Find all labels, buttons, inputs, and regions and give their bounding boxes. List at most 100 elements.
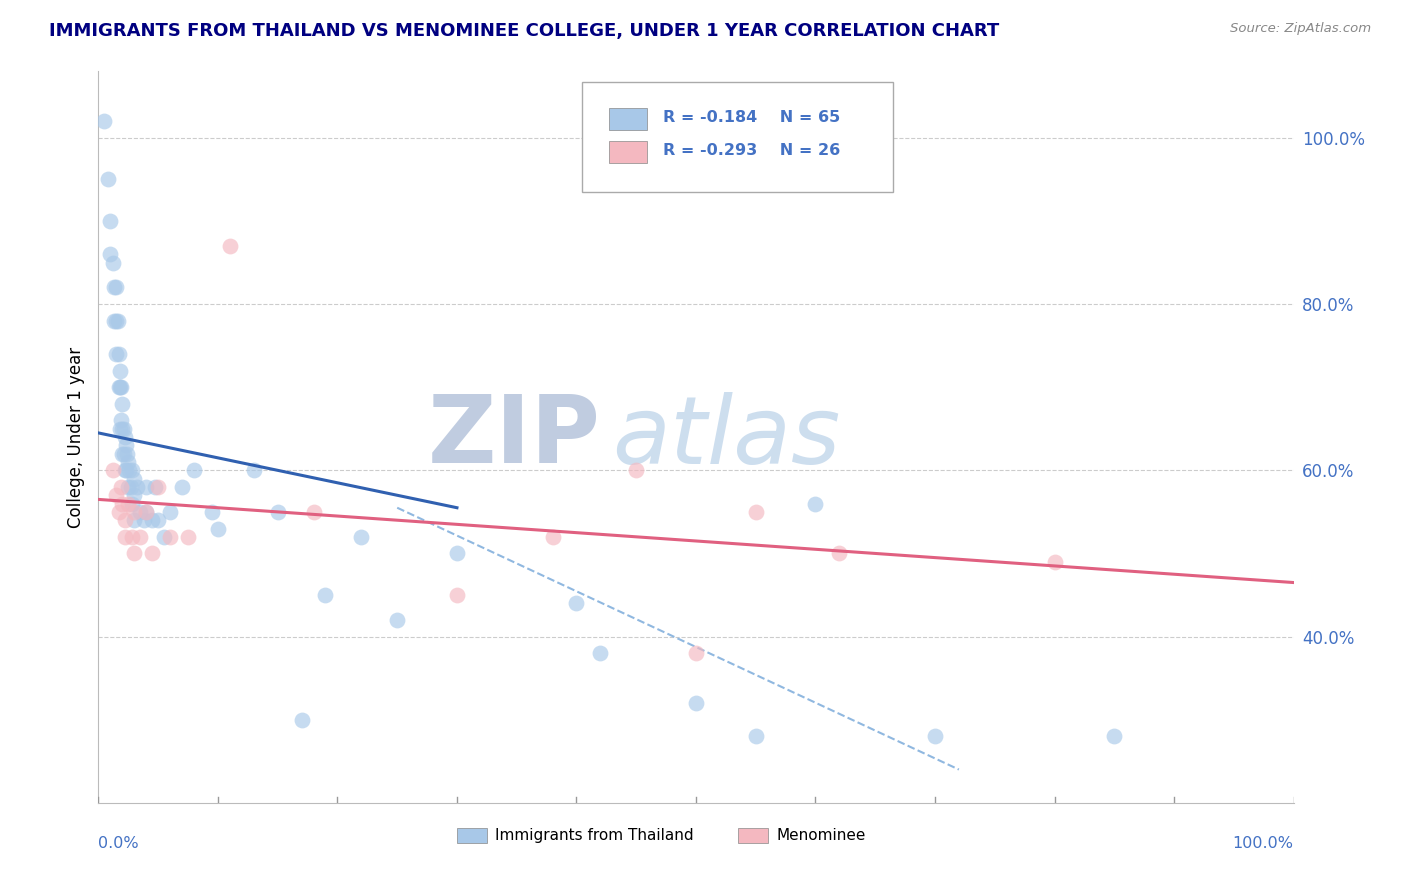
Point bbox=[114, 463, 136, 477]
Point bbox=[159, 505, 181, 519]
Point bbox=[124, 488, 146, 502]
Point bbox=[804, 497, 827, 511]
Point bbox=[132, 513, 155, 527]
Point bbox=[135, 480, 157, 494]
Point bbox=[924, 729, 946, 743]
Text: 100.0%: 100.0% bbox=[1233, 836, 1294, 851]
Point bbox=[302, 505, 325, 519]
Point bbox=[117, 455, 139, 469]
Point bbox=[117, 497, 139, 511]
Point bbox=[121, 463, 143, 477]
Point bbox=[107, 314, 129, 328]
Point bbox=[125, 480, 148, 494]
Point bbox=[98, 214, 122, 228]
Point bbox=[111, 497, 134, 511]
Point bbox=[114, 530, 136, 544]
Point bbox=[107, 380, 129, 394]
Text: Source: ZipAtlas.com: Source: ZipAtlas.com bbox=[1230, 22, 1371, 36]
Point bbox=[107, 505, 129, 519]
Point bbox=[207, 521, 229, 535]
Point bbox=[115, 463, 138, 477]
Point bbox=[111, 397, 134, 411]
Point bbox=[112, 447, 135, 461]
Point bbox=[159, 530, 181, 544]
Point bbox=[101, 255, 124, 269]
Point bbox=[107, 347, 129, 361]
Point bbox=[124, 505, 146, 519]
Point bbox=[1043, 555, 1066, 569]
Point bbox=[141, 546, 163, 560]
Point bbox=[108, 363, 131, 377]
Point bbox=[114, 513, 136, 527]
Point bbox=[267, 505, 290, 519]
Point bbox=[828, 546, 851, 560]
Point bbox=[201, 505, 224, 519]
Point bbox=[111, 422, 134, 436]
Point bbox=[446, 546, 468, 560]
Text: Menominee: Menominee bbox=[776, 828, 866, 843]
Point bbox=[183, 463, 205, 477]
Point bbox=[135, 505, 157, 519]
Point bbox=[105, 488, 128, 502]
Point bbox=[105, 314, 128, 328]
Point bbox=[565, 596, 588, 610]
Point bbox=[291, 713, 314, 727]
Point bbox=[101, 463, 124, 477]
Point bbox=[121, 530, 143, 544]
Point bbox=[110, 380, 132, 394]
Point bbox=[97, 172, 120, 186]
Text: R = -0.184    N = 65: R = -0.184 N = 65 bbox=[662, 110, 839, 125]
Point bbox=[129, 505, 152, 519]
Text: 0.0%: 0.0% bbox=[98, 836, 139, 851]
Point bbox=[350, 530, 373, 544]
Point bbox=[685, 646, 707, 660]
Point bbox=[541, 530, 564, 544]
Point bbox=[626, 463, 648, 477]
Point bbox=[153, 530, 176, 544]
Bar bbox=[457, 829, 486, 843]
Point bbox=[135, 505, 157, 519]
Text: ZIP: ZIP bbox=[427, 391, 600, 483]
Point bbox=[446, 588, 468, 602]
Point bbox=[141, 513, 163, 527]
Point bbox=[110, 480, 132, 494]
Point bbox=[124, 513, 146, 527]
Point bbox=[129, 530, 152, 544]
Bar bbox=[738, 829, 768, 843]
Point bbox=[148, 480, 170, 494]
Point bbox=[93, 114, 115, 128]
Point bbox=[105, 347, 128, 361]
Point bbox=[110, 413, 132, 427]
Point bbox=[117, 480, 139, 494]
Point bbox=[98, 247, 122, 261]
Point bbox=[745, 505, 768, 519]
Point bbox=[103, 280, 125, 294]
Point bbox=[115, 447, 138, 461]
Point bbox=[172, 480, 194, 494]
Point bbox=[685, 696, 707, 710]
Point bbox=[103, 314, 125, 328]
Text: R = -0.293    N = 26: R = -0.293 N = 26 bbox=[662, 143, 839, 158]
Point bbox=[111, 447, 134, 461]
Point bbox=[115, 438, 138, 452]
Point bbox=[745, 729, 768, 743]
Point bbox=[118, 463, 141, 477]
Point bbox=[315, 588, 337, 602]
Point bbox=[385, 613, 409, 627]
Point bbox=[108, 422, 131, 436]
Point bbox=[120, 480, 142, 494]
Point bbox=[108, 380, 131, 394]
Bar bbox=[609, 141, 647, 163]
Point bbox=[124, 546, 146, 560]
Point bbox=[148, 513, 170, 527]
Point bbox=[112, 422, 135, 436]
Point bbox=[177, 530, 200, 544]
Point bbox=[114, 430, 136, 444]
Y-axis label: College, Under 1 year: College, Under 1 year bbox=[66, 346, 84, 528]
Text: IMMIGRANTS FROM THAILAND VS MENOMINEE COLLEGE, UNDER 1 YEAR CORRELATION CHART: IMMIGRANTS FROM THAILAND VS MENOMINEE CO… bbox=[49, 22, 1000, 40]
FancyBboxPatch shape bbox=[582, 82, 893, 192]
Point bbox=[105, 280, 128, 294]
Point bbox=[143, 480, 166, 494]
Point bbox=[1104, 729, 1126, 743]
Bar bbox=[609, 108, 647, 130]
